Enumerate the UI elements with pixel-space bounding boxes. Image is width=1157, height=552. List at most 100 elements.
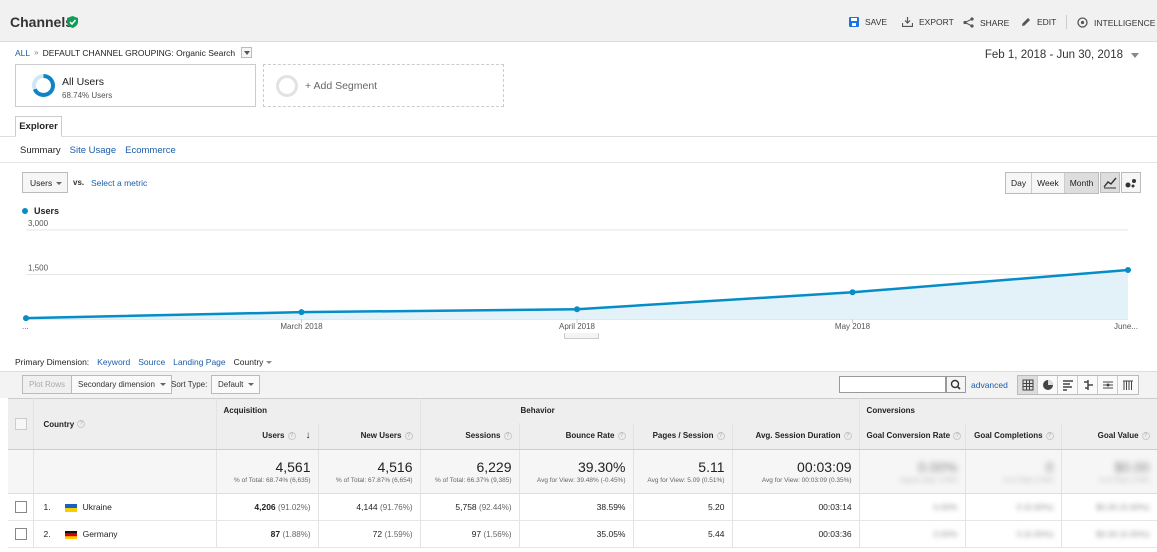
behavior-group-label: Behavior <box>520 406 555 416</box>
help-icon: ? <box>716 432 725 441</box>
export-button[interactable]: EXPORT <box>902 17 954 27</box>
caret-down-icon <box>1131 52 1139 58</box>
col-goal-conversion-rate[interactable]: Goal Conversion Rate? <box>858 422 966 450</box>
verified-shield-icon <box>67 16 78 28</box>
motion-chart-button[interactable] <box>1121 172 1141 193</box>
total-new-users-value: 4,516 <box>377 459 413 475</box>
select-all-checkbox[interactable] <box>15 418 27 430</box>
col-goal-value[interactable]: Goal Value? <box>1061 422 1157 450</box>
breadcrumb-all[interactable]: ALL <box>15 47 31 58</box>
total-new-users: 4,516 % of Total: 67.87% (6,654) <box>318 449 421 494</box>
legend-dot <box>22 208 28 214</box>
col-sessions[interactable]: Sessions? <box>420 422 520 450</box>
grid-icon <box>1022 379 1034 391</box>
total-bounce-sub: Avg for View: 39.48% (-0.45%) <box>536 477 626 484</box>
segment-all-users[interactable]: All Users 68.74% Users <box>15 64 256 107</box>
col-bounce-rate[interactable]: Bounce Rate? <box>519 422 634 450</box>
add-segment-button[interactable]: + Add Segment <box>263 64 504 107</box>
col-goal-conversion-rate-label: Goal Conversion Rate <box>866 431 951 441</box>
subtab-site-usage[interactable]: Site Usage <box>69 145 117 156</box>
total-duration-sub: Avg for View: 00:03:09 (0.35%) <box>761 477 852 484</box>
conversions-group-label: Conversions <box>866 406 916 416</box>
save-label: SAVE <box>865 17 888 27</box>
row-duration: 00:03:36 <box>818 529 852 539</box>
breadcrumb-dropdown[interactable] <box>241 47 253 58</box>
plot-rows-button[interactable]: Plot Rows <box>22 375 73 394</box>
report-header: Channels SAVE EXPORT SHARE EDIT INTELLIG… <box>0 0 1157 42</box>
date-range-picker[interactable]: Feb 1, 2018 - Jun 30, 2018 <box>985 49 1139 61</box>
intelligence-button[interactable]: INTELLIGENCE <box>1077 17 1155 28</box>
row-sessions-pct: (92.44%) <box>479 503 512 512</box>
row-sessions: 97 <box>471 529 482 539</box>
row-country-link[interactable]: Ukraine <box>82 502 112 512</box>
col-new-users[interactable]: New Users? <box>318 422 421 450</box>
row-users-pct: (1.88%) <box>282 530 311 539</box>
row-checkbox[interactable] <box>15 528 27 540</box>
period-day-button[interactable]: Day <box>1006 173 1033 193</box>
view-comparison-button[interactable] <box>1078 376 1098 394</box>
line-chart-button[interactable] <box>1100 172 1120 193</box>
primary-dimension-bar: Primary Dimension: Keyword Source Landin… <box>15 357 273 367</box>
subtab-summary[interactable]: Summary <box>20 145 61 156</box>
metric-dropdown[interactable]: Users <box>22 172 68 193</box>
col-pages-session[interactable]: Pages / Session? <box>633 422 733 450</box>
blurred-value: 0 (0.00%) <box>1016 529 1054 539</box>
behavior-group: Behavior <box>420 398 860 423</box>
row-new-users: 4,144 <box>356 502 378 512</box>
share-button[interactable]: SHARE <box>963 17 1009 28</box>
period-month-button[interactable]: Month <box>1064 173 1099 193</box>
total-sessions: 6,229 % of Total: 66.37% (9,385) <box>420 449 520 494</box>
total-sessions-value: 6,229 <box>476 459 512 475</box>
edit-button[interactable]: EDIT <box>1021 17 1056 27</box>
country-column-header[interactable]: Country? <box>33 398 217 450</box>
sort-type-dropdown[interactable]: Default <box>211 375 261 394</box>
dimension-landing-page[interactable]: Landing Page <box>173 357 226 367</box>
row-checkbox[interactable] <box>15 501 27 513</box>
blurred-value: 0 (0.00%) <box>1016 502 1054 512</box>
pie-icon <box>1043 380 1053 390</box>
view-term-cloud-button[interactable] <box>1098 376 1118 394</box>
col-goal-completions[interactable]: Goal Completions? <box>965 422 1062 450</box>
dimension-keyword[interactable]: Keyword <box>97 357 131 367</box>
dimension-source[interactable]: Source <box>138 357 166 367</box>
save-icon <box>849 17 859 27</box>
export-label: EXPORT <box>919 17 954 27</box>
acquisition-group-label: Acquisition <box>223 406 268 416</box>
row-new-users-pct: (91.76%) <box>380 503 413 512</box>
col-users[interactable]: Users? ↓ <box>216 422 319 450</box>
data-point <box>849 289 856 296</box>
row-country-link[interactable]: Germany <box>82 529 118 539</box>
secondary-dimension-dropdown[interactable]: Secondary dimension <box>71 375 172 394</box>
breadcrumb-current: DEFAULT CHANNEL GROUPING: Organic Search <box>42 47 236 58</box>
row-sessions: 5,758 <box>455 502 477 512</box>
row-sessions-pct: (1.56%) <box>483 530 512 539</box>
empty-donut-icon <box>276 75 298 97</box>
view-data-button[interactable] <box>1018 376 1038 394</box>
view-performance-button[interactable] <box>1058 376 1078 394</box>
save-button[interactable]: SAVE <box>849 17 887 27</box>
segment-donut-icon <box>32 74 55 97</box>
period-toggle: Day Week Month <box>1005 172 1100 194</box>
table-search-input[interactable] <box>839 376 946 393</box>
chart-legend: Users <box>22 206 59 216</box>
advanced-filter-link[interactable]: advanced <box>971 380 1008 390</box>
share-label: SHARE <box>980 17 1010 28</box>
row-new-users-pct: (1.59%) <box>384 530 413 539</box>
search-button[interactable] <box>946 376 966 393</box>
row-users: 87 <box>270 529 281 539</box>
dimension-country-label: Country <box>233 357 264 367</box>
subtab-ecommerce[interactable]: Ecommerce <box>125 145 176 156</box>
chart-resize-handle[interactable] <box>564 333 599 339</box>
col-avg-session-duration[interactable]: Avg. Session Duration? <box>732 422 860 450</box>
data-point <box>1125 267 1131 274</box>
row-duration: 00:03:14 <box>818 502 852 512</box>
view-pivot-button[interactable] <box>1118 376 1138 394</box>
view-percentage-button[interactable] <box>1038 376 1058 394</box>
period-week-button[interactable]: Week <box>1032 173 1065 193</box>
total-avg-session-duration: 00:03:09 Avg for View: 00:03:09 (0.35%) <box>732 449 860 494</box>
tab-explorer[interactable]: Explorer <box>15 116 62 137</box>
col-goal-completions-label: Goal Completions <box>974 431 1043 441</box>
select-metric-link[interactable]: Select a metric <box>91 178 148 188</box>
dimension-country[interactable]: Country <box>234 357 273 367</box>
row-pps: 5.20 <box>707 502 725 512</box>
